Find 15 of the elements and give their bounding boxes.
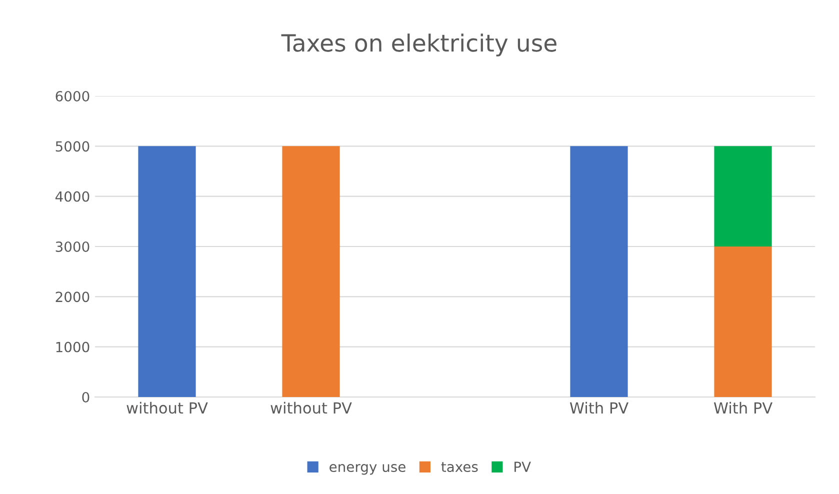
legend-label: energy use [330,464,406,475]
x-tick-label: With PV [714,402,772,414]
y-tick-label: 1000 [56,342,90,352]
y-tick-label: 5000 [56,141,90,152]
y-tick-label: 0 [82,392,90,402]
x-tick-label: without PV [270,402,352,414]
x-tick-label: without PV [126,402,208,414]
y-tick-label: 6000 [56,90,90,102]
legend-label: taxes [441,462,478,472]
chart-title: Taxes on elektricity use [281,34,556,56]
y-tick-label: 2000 [56,292,90,302]
y-tick-label: 3000 [56,241,90,252]
y-tick-label: 4000 [55,191,90,202]
legend-label: PV [514,462,531,472]
x-tick-label: With PV [570,402,628,414]
